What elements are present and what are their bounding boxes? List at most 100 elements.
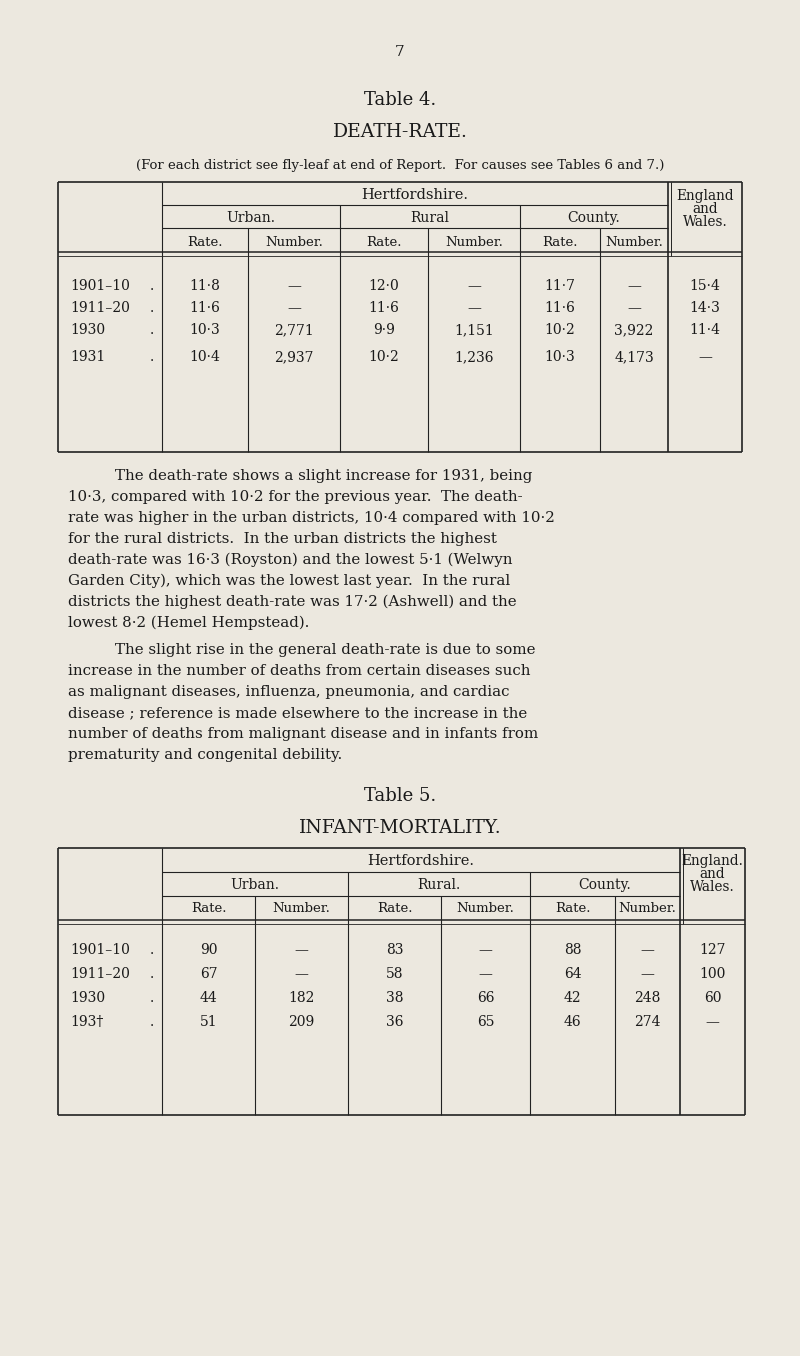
Text: Rate.: Rate. xyxy=(366,236,402,248)
Text: County.: County. xyxy=(578,877,631,892)
Text: .: . xyxy=(150,942,154,957)
Text: increase in the number of deaths from certain diseases such: increase in the number of deaths from ce… xyxy=(68,664,530,678)
Text: 11·7: 11·7 xyxy=(545,279,575,293)
Text: 248: 248 xyxy=(634,991,661,1005)
Text: 10·2: 10·2 xyxy=(369,350,399,363)
Text: The death-rate shows a slight increase for 1931, being: The death-rate shows a slight increase f… xyxy=(115,469,532,483)
Text: .: . xyxy=(150,279,154,293)
Text: Rate.: Rate. xyxy=(190,903,226,915)
Text: Wales.: Wales. xyxy=(690,880,735,894)
Text: 10·3, compared with 10·2 for the previous year.  The death-: 10·3, compared with 10·2 for the previou… xyxy=(68,490,522,504)
Text: —: — xyxy=(478,967,493,980)
Text: 1911–20: 1911–20 xyxy=(70,967,130,980)
Text: 58: 58 xyxy=(386,967,403,980)
Text: 60: 60 xyxy=(704,991,722,1005)
Text: —: — xyxy=(478,942,493,957)
Text: 10·3: 10·3 xyxy=(545,350,575,363)
Text: number of deaths from malignant disease and in infants from: number of deaths from malignant disease … xyxy=(68,727,538,740)
Text: —: — xyxy=(698,350,712,363)
Text: 2,937: 2,937 xyxy=(274,350,314,363)
Text: —: — xyxy=(294,942,309,957)
Text: 15·4: 15·4 xyxy=(690,279,721,293)
Text: Rate.: Rate. xyxy=(542,236,578,248)
Text: 83: 83 xyxy=(386,942,403,957)
Text: Rate.: Rate. xyxy=(187,236,222,248)
Text: Urban.: Urban. xyxy=(226,212,275,225)
Text: Rate.: Rate. xyxy=(377,903,412,915)
Text: The slight rise in the general death-rate is due to some: The slight rise in the general death-rat… xyxy=(115,643,535,658)
Text: and: and xyxy=(700,866,726,881)
Text: Number.: Number. xyxy=(457,903,514,915)
Text: 46: 46 xyxy=(564,1016,582,1029)
Text: disease ; reference is made elsewhere to the increase in the: disease ; reference is made elsewhere to… xyxy=(68,706,527,720)
Text: —: — xyxy=(627,301,641,315)
Text: Rural.: Rural. xyxy=(418,877,461,892)
Text: 4,173: 4,173 xyxy=(614,350,654,363)
Text: Rate.: Rate. xyxy=(554,903,590,915)
Text: .: . xyxy=(150,991,154,1005)
Text: Hertfordshire.: Hertfordshire. xyxy=(362,188,469,202)
Text: 64: 64 xyxy=(564,967,582,980)
Text: .: . xyxy=(150,350,154,363)
Text: —: — xyxy=(467,301,481,315)
Text: 209: 209 xyxy=(288,1016,314,1029)
Text: 11·4: 11·4 xyxy=(690,323,721,338)
Text: 1930: 1930 xyxy=(70,991,105,1005)
Text: 11·6: 11·6 xyxy=(545,301,575,315)
Text: 10·2: 10·2 xyxy=(545,323,575,338)
Text: —: — xyxy=(641,967,654,980)
Text: 51: 51 xyxy=(200,1016,218,1029)
Text: —: — xyxy=(467,279,481,293)
Text: —: — xyxy=(287,279,301,293)
Text: —: — xyxy=(294,967,309,980)
Text: 11·6: 11·6 xyxy=(369,301,399,315)
Text: for the rural districts.  In the urban districts the highest: for the rural districts. In the urban di… xyxy=(68,532,497,546)
Text: INFANT-MORTALITY.: INFANT-MORTALITY. xyxy=(298,819,502,837)
Text: 65: 65 xyxy=(477,1016,494,1029)
Text: 182: 182 xyxy=(288,991,314,1005)
Text: 11·6: 11·6 xyxy=(190,301,221,315)
Text: 100: 100 xyxy=(699,967,726,980)
Text: Rural: Rural xyxy=(410,212,450,225)
Text: 1901–10: 1901–10 xyxy=(70,279,130,293)
Text: .: . xyxy=(150,323,154,338)
Text: 274: 274 xyxy=(634,1016,661,1029)
Text: as malignant diseases, influenza, pneumonia, and cardiac: as malignant diseases, influenza, pneumo… xyxy=(68,685,510,698)
Text: 10·3: 10·3 xyxy=(190,323,220,338)
Text: Urban.: Urban. xyxy=(230,877,279,892)
Text: 44: 44 xyxy=(200,991,218,1005)
Text: 36: 36 xyxy=(386,1016,403,1029)
Text: —: — xyxy=(706,1016,719,1029)
Text: 127: 127 xyxy=(699,942,726,957)
Text: Number.: Number. xyxy=(265,236,323,248)
Text: 7: 7 xyxy=(395,45,405,60)
Text: Number.: Number. xyxy=(445,236,503,248)
Text: Number.: Number. xyxy=(618,903,677,915)
Text: 90: 90 xyxy=(200,942,218,957)
Text: 1911–20: 1911–20 xyxy=(70,301,130,315)
Text: Table 4.: Table 4. xyxy=(364,91,436,108)
Text: Wales.: Wales. xyxy=(682,216,727,229)
Text: rate was higher in the urban districts, 10·4 compared with 10·2: rate was higher in the urban districts, … xyxy=(68,511,555,525)
Text: 3,922: 3,922 xyxy=(614,323,654,338)
Text: —: — xyxy=(627,279,641,293)
Text: 42: 42 xyxy=(564,991,582,1005)
Text: 1931: 1931 xyxy=(70,350,106,363)
Text: 66: 66 xyxy=(477,991,494,1005)
Text: 9·9: 9·9 xyxy=(373,323,395,338)
Text: Table 5.: Table 5. xyxy=(364,786,436,805)
Text: .: . xyxy=(150,301,154,315)
Text: —: — xyxy=(287,301,301,315)
Text: 2,771: 2,771 xyxy=(274,323,314,338)
Text: DEATH-RATE.: DEATH-RATE. xyxy=(333,123,467,141)
Text: 67: 67 xyxy=(200,967,218,980)
Text: and: and xyxy=(692,202,718,216)
Text: 14·3: 14·3 xyxy=(690,301,721,315)
Text: 11·8: 11·8 xyxy=(190,279,221,293)
Text: 1,151: 1,151 xyxy=(454,323,494,338)
Text: 12·0: 12·0 xyxy=(369,279,399,293)
Text: .: . xyxy=(150,967,154,980)
Text: prematurity and congenital debility.: prematurity and congenital debility. xyxy=(68,749,342,762)
Text: 193†: 193† xyxy=(70,1016,103,1029)
Text: County.: County. xyxy=(568,212,620,225)
